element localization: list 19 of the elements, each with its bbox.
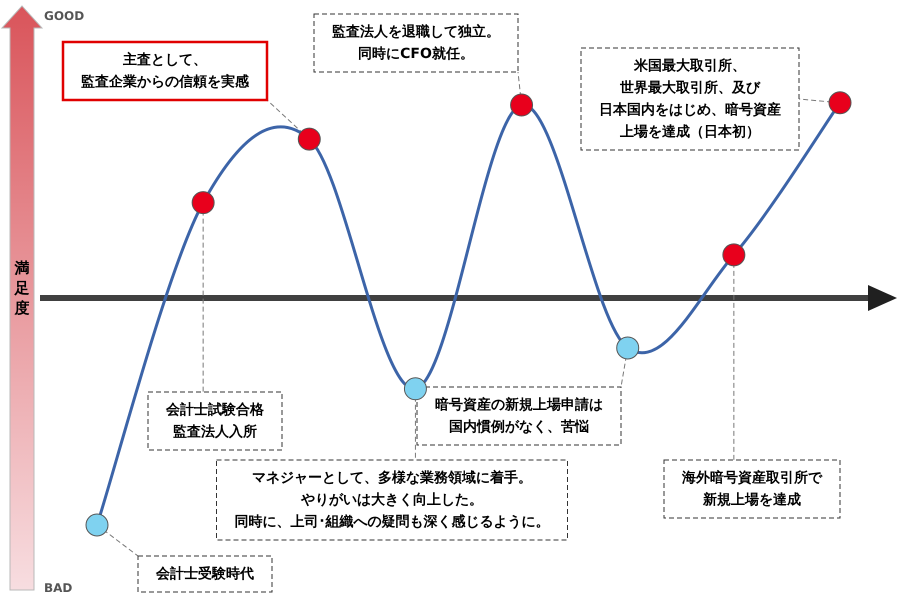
annotation: 米国最大取引所、世界最大取引所、及び日本国内をはじめ、暗号資産上場を達成（日本初） <box>599 58 781 140</box>
text: GOOD <box>44 9 84 23</box>
point <box>192 191 215 214</box>
text: 監査法人を退職して独立。同時にCFO就任。 <box>332 23 500 62</box>
text: 主査として、監査企業からの信頼を実感 <box>81 51 250 90</box>
text: 会計士受験時代 <box>155 566 254 582</box>
point <box>510 94 534 117</box>
text: BAD <box>44 581 72 595</box>
point <box>722 243 746 266</box>
point <box>298 128 321 151</box>
point <box>404 377 427 400</box>
annotation: 暗号資産の新規上場申請は国内慣例がなく、苦悩 <box>435 396 603 435</box>
annotation: 会計士試験合格監査法人入所 <box>165 401 265 440</box>
annotation: 海外暗号資産取引所で新規上場を達成 <box>681 469 823 508</box>
point <box>616 336 640 360</box>
y-axis-title: 満足度 <box>14 259 30 317</box>
annotation: マネジャーとして、多様な業務領域に着手。やりがいは大きく向上した。同時に、上司･組織への疑問も深く感じるように。 <box>234 469 550 530</box>
point <box>828 91 852 114</box>
point <box>86 514 108 536</box>
